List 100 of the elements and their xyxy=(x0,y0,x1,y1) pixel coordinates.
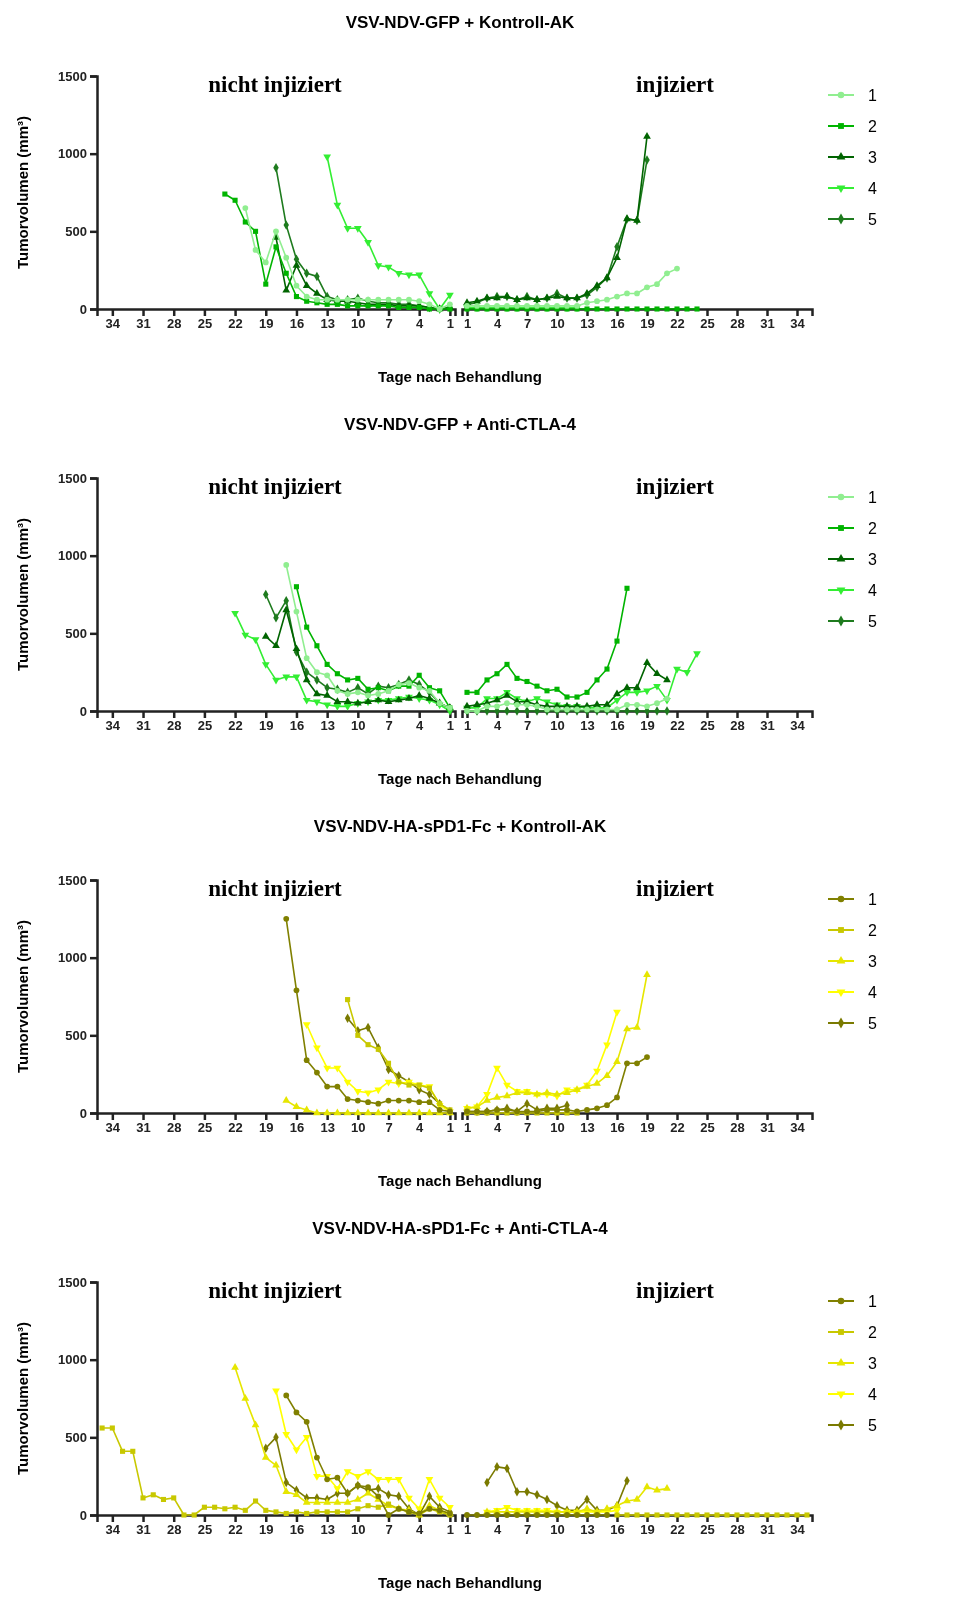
legend-label: 1 xyxy=(868,1293,877,1310)
y-tick-label: 1000 xyxy=(58,548,87,564)
x-tick-label: 4 xyxy=(416,1120,425,1136)
y-tick-label: 0 xyxy=(79,703,87,719)
x-tick-label: 28 xyxy=(166,1120,182,1136)
x-tick-label: 25 xyxy=(700,1120,715,1136)
x-tick-label: 10 xyxy=(550,1522,565,1538)
x-tick-label: 22 xyxy=(228,1522,243,1538)
x-tick-label: 1 xyxy=(446,316,454,332)
y-tick-label: 1000 xyxy=(58,1352,87,1368)
x-tick-label: 28 xyxy=(730,316,745,332)
chart-title: VSV-NDV-HA-sPD1-Fc + Anti-CTLA-4 xyxy=(312,1219,609,1238)
x-tick-label: 16 xyxy=(289,316,305,332)
y-axis-title: Tumorvolumen (mm³) xyxy=(14,115,31,270)
x-tick-label: 34 xyxy=(790,718,806,734)
x-tick-label: 19 xyxy=(259,1120,274,1136)
x-tick-label: 1 xyxy=(463,1522,472,1538)
x-tick-label: 28 xyxy=(730,1522,745,1538)
x-tick-label: 34 xyxy=(105,316,121,332)
x-tick-label: 22 xyxy=(670,1522,685,1538)
y-axis-title: Tumorvolumen (mm³) xyxy=(14,1321,31,1476)
y-tick-label: 0 xyxy=(79,1105,87,1121)
y-tick-label: 1500 xyxy=(58,872,87,888)
x-tick-label: 28 xyxy=(730,1120,745,1136)
x-tick-label: 10 xyxy=(351,1120,366,1136)
x-tick-label: 7 xyxy=(523,718,532,734)
x-tick-label: 25 xyxy=(700,316,715,332)
y-tick-label: 1000 xyxy=(58,950,87,966)
x-tick-label: 31 xyxy=(760,718,775,734)
x-tick-label: 1 xyxy=(463,316,472,332)
x-tick-label: 22 xyxy=(670,1120,685,1136)
x-tick-label: 1 xyxy=(446,1522,454,1538)
x-tick-label: 34 xyxy=(790,1522,806,1538)
legend-label: 2 xyxy=(868,520,877,537)
y-tick-label: 500 xyxy=(65,1429,87,1445)
x-tick-label: 13 xyxy=(320,718,335,734)
x-tick-label: 22 xyxy=(670,718,685,734)
legend-label: 3 xyxy=(868,953,877,970)
x-tick-label: 34 xyxy=(105,1120,121,1136)
x-tick-label: 19 xyxy=(640,718,655,734)
legend-label: 1 xyxy=(868,87,877,104)
legend-label: 3 xyxy=(868,1355,877,1372)
x-tick-label: 4 xyxy=(493,1120,502,1136)
x-tick-label: 7 xyxy=(385,1120,393,1136)
legend-label: 4 xyxy=(868,180,877,197)
x-tick-label: 31 xyxy=(760,1120,775,1136)
legend-label: 1 xyxy=(868,891,877,908)
x-tick-label: 19 xyxy=(640,316,655,332)
x-tick-label: 10 xyxy=(550,718,565,734)
x-tick-label: 4 xyxy=(416,1522,425,1538)
x-tick-label: 22 xyxy=(228,316,243,332)
x-tick-label: 13 xyxy=(580,316,595,332)
x-tick-label: 7 xyxy=(523,1120,532,1136)
y-tick-label: 1500 xyxy=(58,68,87,84)
x-tick-label: 1 xyxy=(446,718,454,734)
x-tick-label: 25 xyxy=(197,316,213,332)
y-tick-label: 500 xyxy=(65,625,87,641)
x-tick-label: 34 xyxy=(790,316,806,332)
x-tick-label: 7 xyxy=(385,1522,393,1538)
x-tick-label: 31 xyxy=(136,718,151,734)
x-tick-label: 13 xyxy=(580,718,595,734)
x-tick-label: 10 xyxy=(550,1120,565,1136)
x-tick-label: 13 xyxy=(580,1120,595,1136)
x-tick-label: 16 xyxy=(610,316,625,332)
legend-label: 4 xyxy=(868,1386,877,1403)
x-axis-title: Tage nach Behandlung xyxy=(378,368,542,385)
x-tick-label: 7 xyxy=(385,718,393,734)
x-tick-label: 10 xyxy=(351,316,366,332)
x-tick-label: 31 xyxy=(136,1120,151,1136)
legend-label: 5 xyxy=(868,613,877,630)
legend-label: 2 xyxy=(868,1324,877,1341)
legend-label: 1 xyxy=(868,489,877,506)
x-tick-label: 4 xyxy=(493,718,502,734)
x-tick-label: 19 xyxy=(259,718,274,734)
x-tick-label: 28 xyxy=(730,718,745,734)
x-tick-label: 16 xyxy=(289,1522,305,1538)
x-tick-label: 7 xyxy=(385,316,393,332)
x-tick-label: 25 xyxy=(700,718,715,734)
x-tick-label: 13 xyxy=(320,316,335,332)
x-tick-label: 28 xyxy=(166,1522,182,1538)
x-tick-label: 4 xyxy=(493,316,502,332)
y-tick-label: 0 xyxy=(79,1507,87,1523)
x-tick-label: 25 xyxy=(197,718,213,734)
legend-label: 5 xyxy=(868,211,877,228)
annotation: nicht injiziert xyxy=(208,72,343,97)
x-tick-label: 31 xyxy=(760,316,775,332)
chart-title: VSV-NDV-GFP + Anti-CTLA-4 xyxy=(344,415,577,434)
x-tick-label: 7 xyxy=(523,316,532,332)
annotation: nicht injiziert xyxy=(208,1278,343,1303)
y-tick-label: 1000 xyxy=(58,146,87,162)
annotation: nicht injiziert xyxy=(208,474,343,499)
x-tick-label: 25 xyxy=(700,1522,715,1538)
x-tick-label: 22 xyxy=(670,316,685,332)
x-tick-label: 1 xyxy=(446,1120,454,1136)
x-tick-label: 31 xyxy=(760,1522,775,1538)
y-tick-label: 500 xyxy=(65,1027,87,1043)
annotation: injiziert xyxy=(636,876,715,901)
x-tick-label: 16 xyxy=(289,1120,305,1136)
x-tick-label: 10 xyxy=(351,1522,366,1538)
legend-label: 2 xyxy=(868,118,877,135)
